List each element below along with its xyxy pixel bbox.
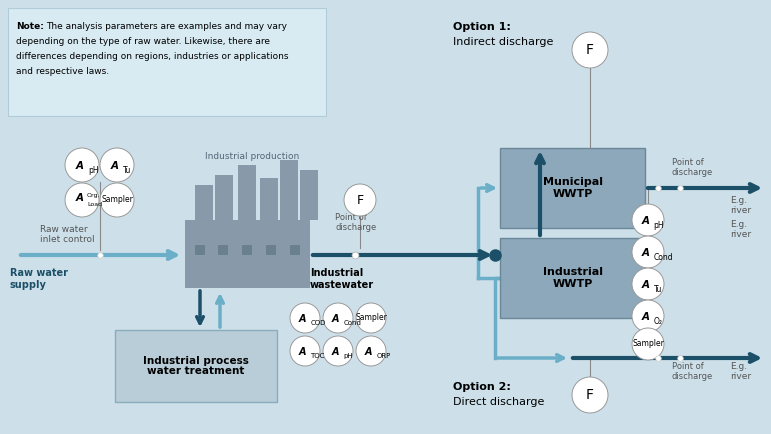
Circle shape bbox=[632, 328, 664, 360]
FancyBboxPatch shape bbox=[238, 165, 256, 220]
Text: A: A bbox=[641, 280, 650, 290]
Text: Direct discharge: Direct discharge bbox=[453, 397, 544, 407]
Text: Point of
discharge: Point of discharge bbox=[672, 158, 713, 178]
FancyBboxPatch shape bbox=[290, 245, 300, 255]
Text: Load: Load bbox=[87, 202, 102, 207]
Text: A: A bbox=[332, 314, 339, 324]
FancyBboxPatch shape bbox=[300, 170, 318, 220]
Text: WWTP: WWTP bbox=[552, 189, 593, 199]
Circle shape bbox=[632, 300, 664, 332]
FancyBboxPatch shape bbox=[185, 220, 310, 288]
Text: Municipal: Municipal bbox=[543, 178, 602, 187]
FancyBboxPatch shape bbox=[215, 175, 233, 220]
Text: O₂: O₂ bbox=[654, 317, 662, 326]
Text: Sampler: Sampler bbox=[355, 313, 387, 322]
Text: Sampler: Sampler bbox=[632, 339, 664, 349]
Text: A: A bbox=[641, 312, 650, 322]
Text: Option 2:: Option 2: bbox=[453, 382, 511, 392]
Text: pH: pH bbox=[654, 221, 665, 230]
Circle shape bbox=[572, 32, 608, 68]
Circle shape bbox=[290, 303, 320, 333]
Text: Industrial process: Industrial process bbox=[143, 356, 249, 366]
Circle shape bbox=[344, 184, 376, 216]
Text: COD: COD bbox=[310, 320, 325, 326]
Text: A: A bbox=[641, 216, 650, 226]
Text: Point of
discharge: Point of discharge bbox=[335, 213, 376, 232]
Circle shape bbox=[323, 303, 353, 333]
Text: Tu: Tu bbox=[123, 167, 131, 175]
Circle shape bbox=[572, 377, 608, 413]
Text: Tu: Tu bbox=[654, 285, 662, 294]
Text: depending on the type of raw water. Likewise, there are: depending on the type of raw water. Like… bbox=[16, 37, 270, 46]
Circle shape bbox=[65, 148, 99, 182]
Text: E.g.
river: E.g. river bbox=[730, 220, 751, 240]
FancyBboxPatch shape bbox=[8, 8, 326, 116]
Text: Indirect discharge: Indirect discharge bbox=[453, 37, 554, 47]
Circle shape bbox=[632, 204, 664, 236]
FancyBboxPatch shape bbox=[500, 148, 645, 228]
Text: Cond: Cond bbox=[343, 320, 361, 326]
Text: E.g.
river: E.g. river bbox=[730, 196, 751, 215]
Text: ORP: ORP bbox=[376, 353, 390, 359]
Text: A: A bbox=[332, 347, 339, 357]
FancyBboxPatch shape bbox=[218, 245, 228, 255]
Text: A: A bbox=[299, 314, 307, 324]
Text: pH: pH bbox=[88, 167, 99, 175]
Text: water treatment: water treatment bbox=[147, 366, 244, 376]
Text: Raw water
supply: Raw water supply bbox=[10, 268, 68, 289]
Circle shape bbox=[65, 183, 99, 217]
Circle shape bbox=[356, 303, 386, 333]
FancyBboxPatch shape bbox=[115, 330, 277, 402]
Text: Sampler: Sampler bbox=[101, 195, 133, 204]
Text: A: A bbox=[641, 248, 650, 258]
Circle shape bbox=[632, 236, 664, 268]
Text: Note:: Note: bbox=[16, 22, 44, 31]
Text: Option 1:: Option 1: bbox=[453, 22, 511, 32]
FancyBboxPatch shape bbox=[260, 178, 278, 220]
FancyBboxPatch shape bbox=[195, 185, 213, 225]
Text: A: A bbox=[76, 161, 83, 171]
FancyBboxPatch shape bbox=[242, 245, 252, 255]
Text: E.g.
river: E.g. river bbox=[730, 362, 751, 381]
Text: TOC: TOC bbox=[310, 353, 325, 359]
Circle shape bbox=[100, 148, 134, 182]
Text: Industrial
wastewater: Industrial wastewater bbox=[310, 268, 374, 289]
Circle shape bbox=[323, 336, 353, 366]
Text: differences depending on regions, industries or applications: differences depending on regions, indust… bbox=[16, 52, 288, 61]
Text: F: F bbox=[586, 388, 594, 402]
FancyBboxPatch shape bbox=[195, 245, 205, 255]
Text: pH: pH bbox=[343, 353, 353, 359]
FancyBboxPatch shape bbox=[500, 238, 645, 318]
Circle shape bbox=[290, 336, 320, 366]
Circle shape bbox=[632, 268, 664, 300]
Circle shape bbox=[356, 336, 386, 366]
Text: Industrial production: Industrial production bbox=[205, 152, 299, 161]
Text: Industrial: Industrial bbox=[543, 267, 602, 277]
Text: A: A bbox=[365, 347, 372, 357]
Text: Org.: Org. bbox=[87, 193, 100, 198]
Text: Point of
discharge: Point of discharge bbox=[672, 362, 713, 381]
Text: Cond: Cond bbox=[654, 253, 673, 262]
Text: and respective laws.: and respective laws. bbox=[16, 67, 109, 76]
Text: F: F bbox=[356, 194, 364, 207]
Text: A: A bbox=[76, 193, 84, 203]
Text: WWTP: WWTP bbox=[552, 279, 593, 289]
FancyBboxPatch shape bbox=[280, 160, 298, 220]
Text: A: A bbox=[110, 161, 119, 171]
Text: A: A bbox=[299, 347, 307, 357]
Text: F: F bbox=[586, 43, 594, 57]
Text: Raw water
inlet control: Raw water inlet control bbox=[40, 225, 95, 244]
Text: The analysis parameters are examples and may vary: The analysis parameters are examples and… bbox=[46, 22, 287, 31]
FancyBboxPatch shape bbox=[266, 245, 276, 255]
Circle shape bbox=[100, 183, 134, 217]
